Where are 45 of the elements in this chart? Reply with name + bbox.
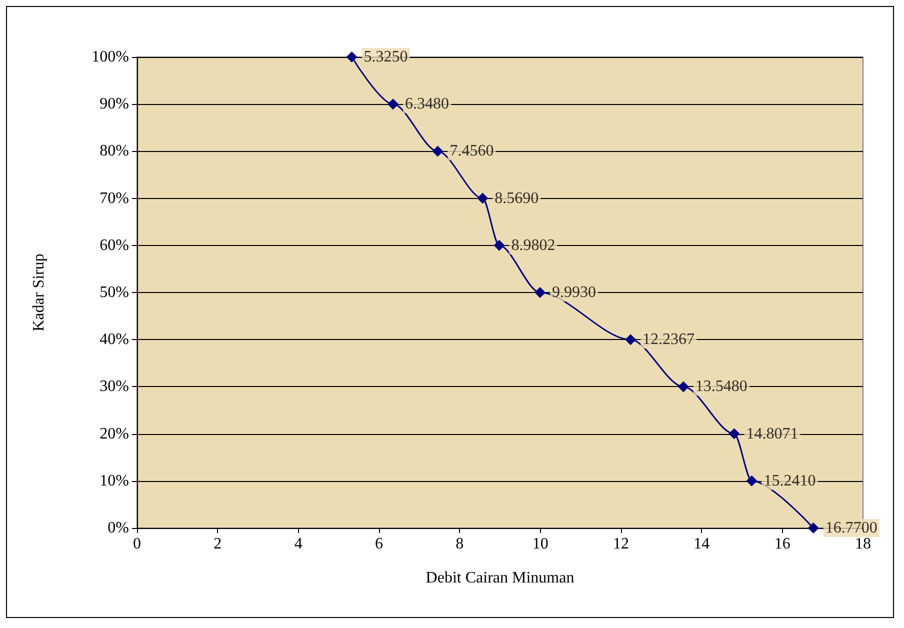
annotation: 8.9802 xyxy=(511,236,556,254)
x-tick-label: 6 xyxy=(375,536,383,552)
x-axis-title: Debit Cairan Minuman xyxy=(426,570,574,586)
annotation: 6.3480 xyxy=(405,96,450,113)
annotation: 13.5480 xyxy=(695,378,748,396)
annotation: 5.3250 xyxy=(364,48,408,66)
y-tick-label: 20% xyxy=(100,425,129,442)
point xyxy=(808,522,819,534)
x-tick-label: 2 xyxy=(214,536,222,552)
annotation: 16.7700 xyxy=(825,520,878,536)
point xyxy=(477,192,488,204)
annotation: 15.2410 xyxy=(764,472,816,490)
x-tick-label: 14 xyxy=(694,536,710,552)
x-tick-label: 16 xyxy=(774,536,790,552)
y-axis-title: Kadar Sirup xyxy=(30,254,48,332)
y-tick-label: 40% xyxy=(100,331,129,348)
x-tick-label: 4 xyxy=(294,536,302,552)
annotation: 9.9930 xyxy=(552,284,596,301)
x-tick-label: 18 xyxy=(855,536,871,552)
point xyxy=(678,381,689,392)
point xyxy=(534,287,546,298)
point xyxy=(625,334,636,346)
y-tick-label: 50% xyxy=(100,284,129,301)
y-tick-label: 10% xyxy=(100,472,129,490)
x-tick-label: 8 xyxy=(456,536,464,552)
point xyxy=(746,475,758,486)
y-tick-label: 60% xyxy=(100,236,129,254)
y-tick-label: 90% xyxy=(100,96,129,113)
point xyxy=(728,428,740,440)
y-tick-label: 30% xyxy=(100,378,129,396)
y-tick-label: 80% xyxy=(100,142,129,160)
annotation: 8.5690 xyxy=(494,190,539,207)
point xyxy=(388,98,399,110)
point xyxy=(346,52,358,62)
x-tick-label: 10 xyxy=(532,536,548,552)
annotation: 12.2367 xyxy=(642,331,695,348)
annotation: 14.8071 xyxy=(746,425,798,442)
y-tick-label: 100% xyxy=(92,48,129,66)
y-tick-label: 0% xyxy=(108,520,129,536)
annotation: 7.4560 xyxy=(450,142,494,160)
x-tick-label: 12 xyxy=(613,536,629,552)
y-tick-label: 70% xyxy=(100,190,129,207)
point xyxy=(494,240,505,251)
point xyxy=(432,146,444,157)
x-tick-label: 0 xyxy=(133,536,141,552)
